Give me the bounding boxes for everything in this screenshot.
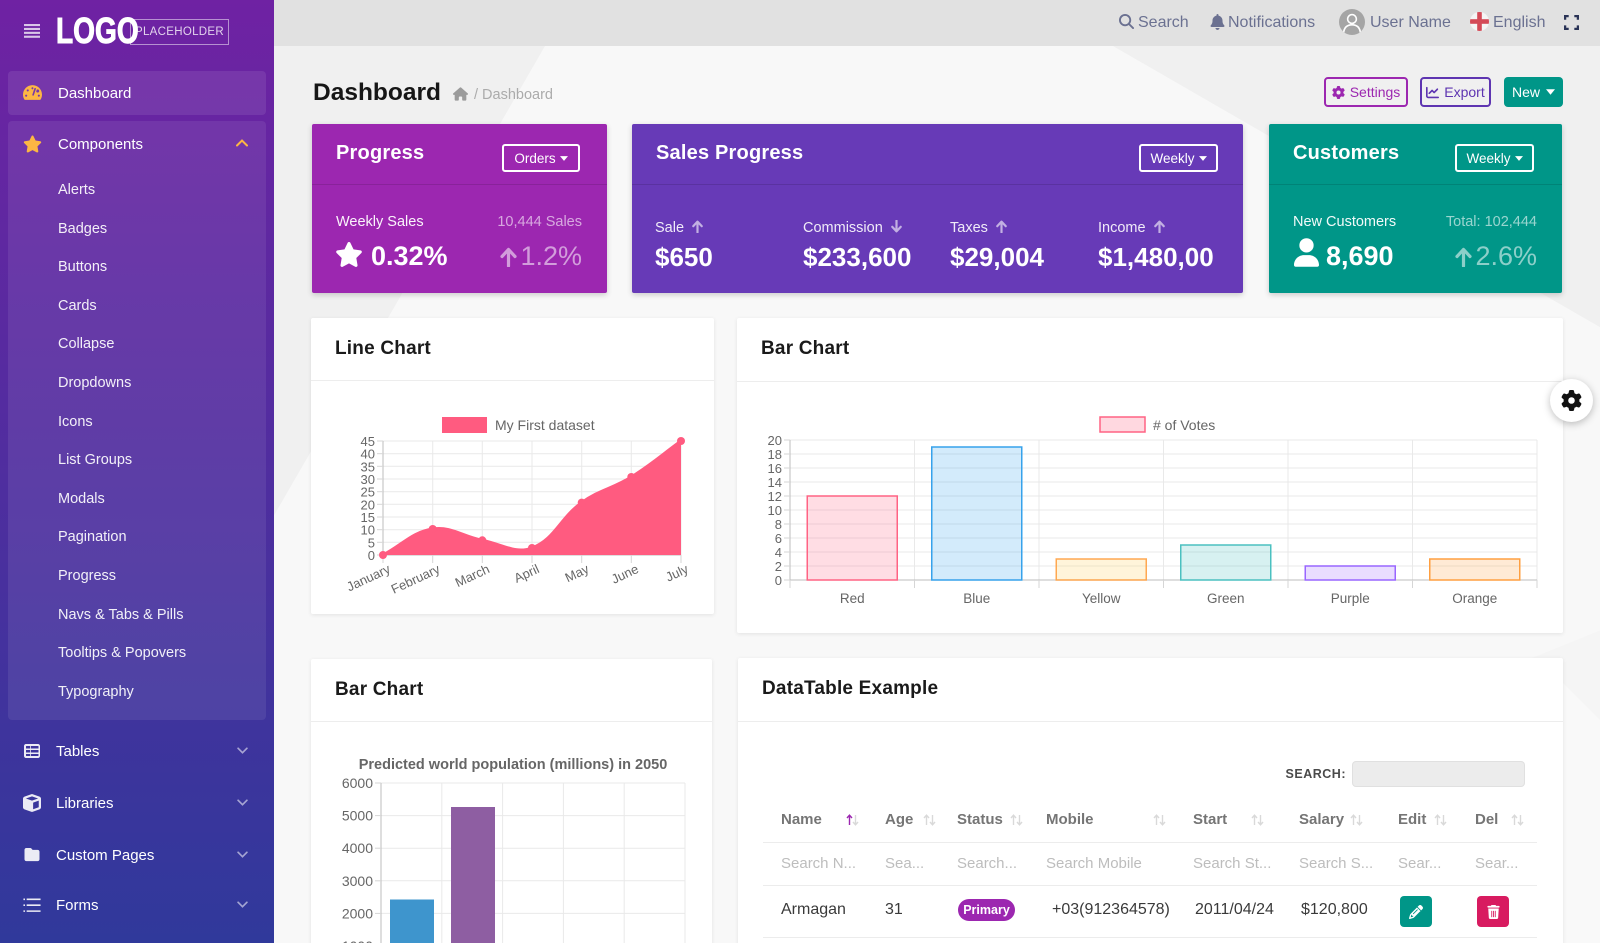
svg-text:1000: 1000 [342,938,373,943]
svg-text:0: 0 [775,573,782,588]
svg-text:5: 5 [368,535,375,550]
svg-text:10: 10 [768,503,782,518]
svg-text:10: 10 [361,523,375,538]
svg-text:15: 15 [361,510,375,525]
svg-text:18: 18 [768,447,782,462]
svg-text:March: March [453,561,492,590]
svg-text:January: January [344,561,393,594]
svg-text:3000: 3000 [342,873,373,889]
svg-text:May: May [563,561,592,585]
svg-text:30: 30 [361,472,375,487]
svg-text:6000: 6000 [342,775,373,791]
svg-text:0: 0 [368,548,375,563]
svg-text:35: 35 [361,459,375,474]
svg-text:Green: Green [1207,591,1245,606]
svg-text:2000: 2000 [342,905,373,921]
svg-text:4000: 4000 [342,840,373,856]
svg-text:6: 6 [775,531,782,546]
svg-text:June: June [609,561,641,587]
svg-text:# of Votes: # of Votes [1153,417,1215,433]
svg-text:Orange: Orange [1452,591,1497,606]
svg-text:16: 16 [768,461,782,476]
svg-text:Purple: Purple [1331,591,1370,606]
svg-text:Predicted world population (mi: Predicted world population (millions) in… [359,757,668,773]
svg-text:8: 8 [775,517,782,532]
svg-text:Red: Red [840,591,865,606]
svg-text:20: 20 [768,433,782,448]
svg-text:20: 20 [361,497,375,512]
svg-text:February: February [389,561,443,597]
svg-text:April: April [512,561,542,586]
svg-text:14: 14 [768,475,782,490]
svg-text:12: 12 [768,489,782,504]
svg-text:2: 2 [775,559,782,574]
svg-text:45: 45 [361,434,375,449]
svg-text:My First dataset: My First dataset [495,417,595,433]
svg-text:Yellow: Yellow [1082,591,1121,606]
svg-text:4: 4 [775,545,782,560]
svg-text:40: 40 [361,447,375,462]
svg-text:5000: 5000 [342,808,373,824]
svg-text:Blue: Blue [963,591,990,606]
svg-text:July: July [663,561,691,585]
svg-text:25: 25 [361,485,375,500]
